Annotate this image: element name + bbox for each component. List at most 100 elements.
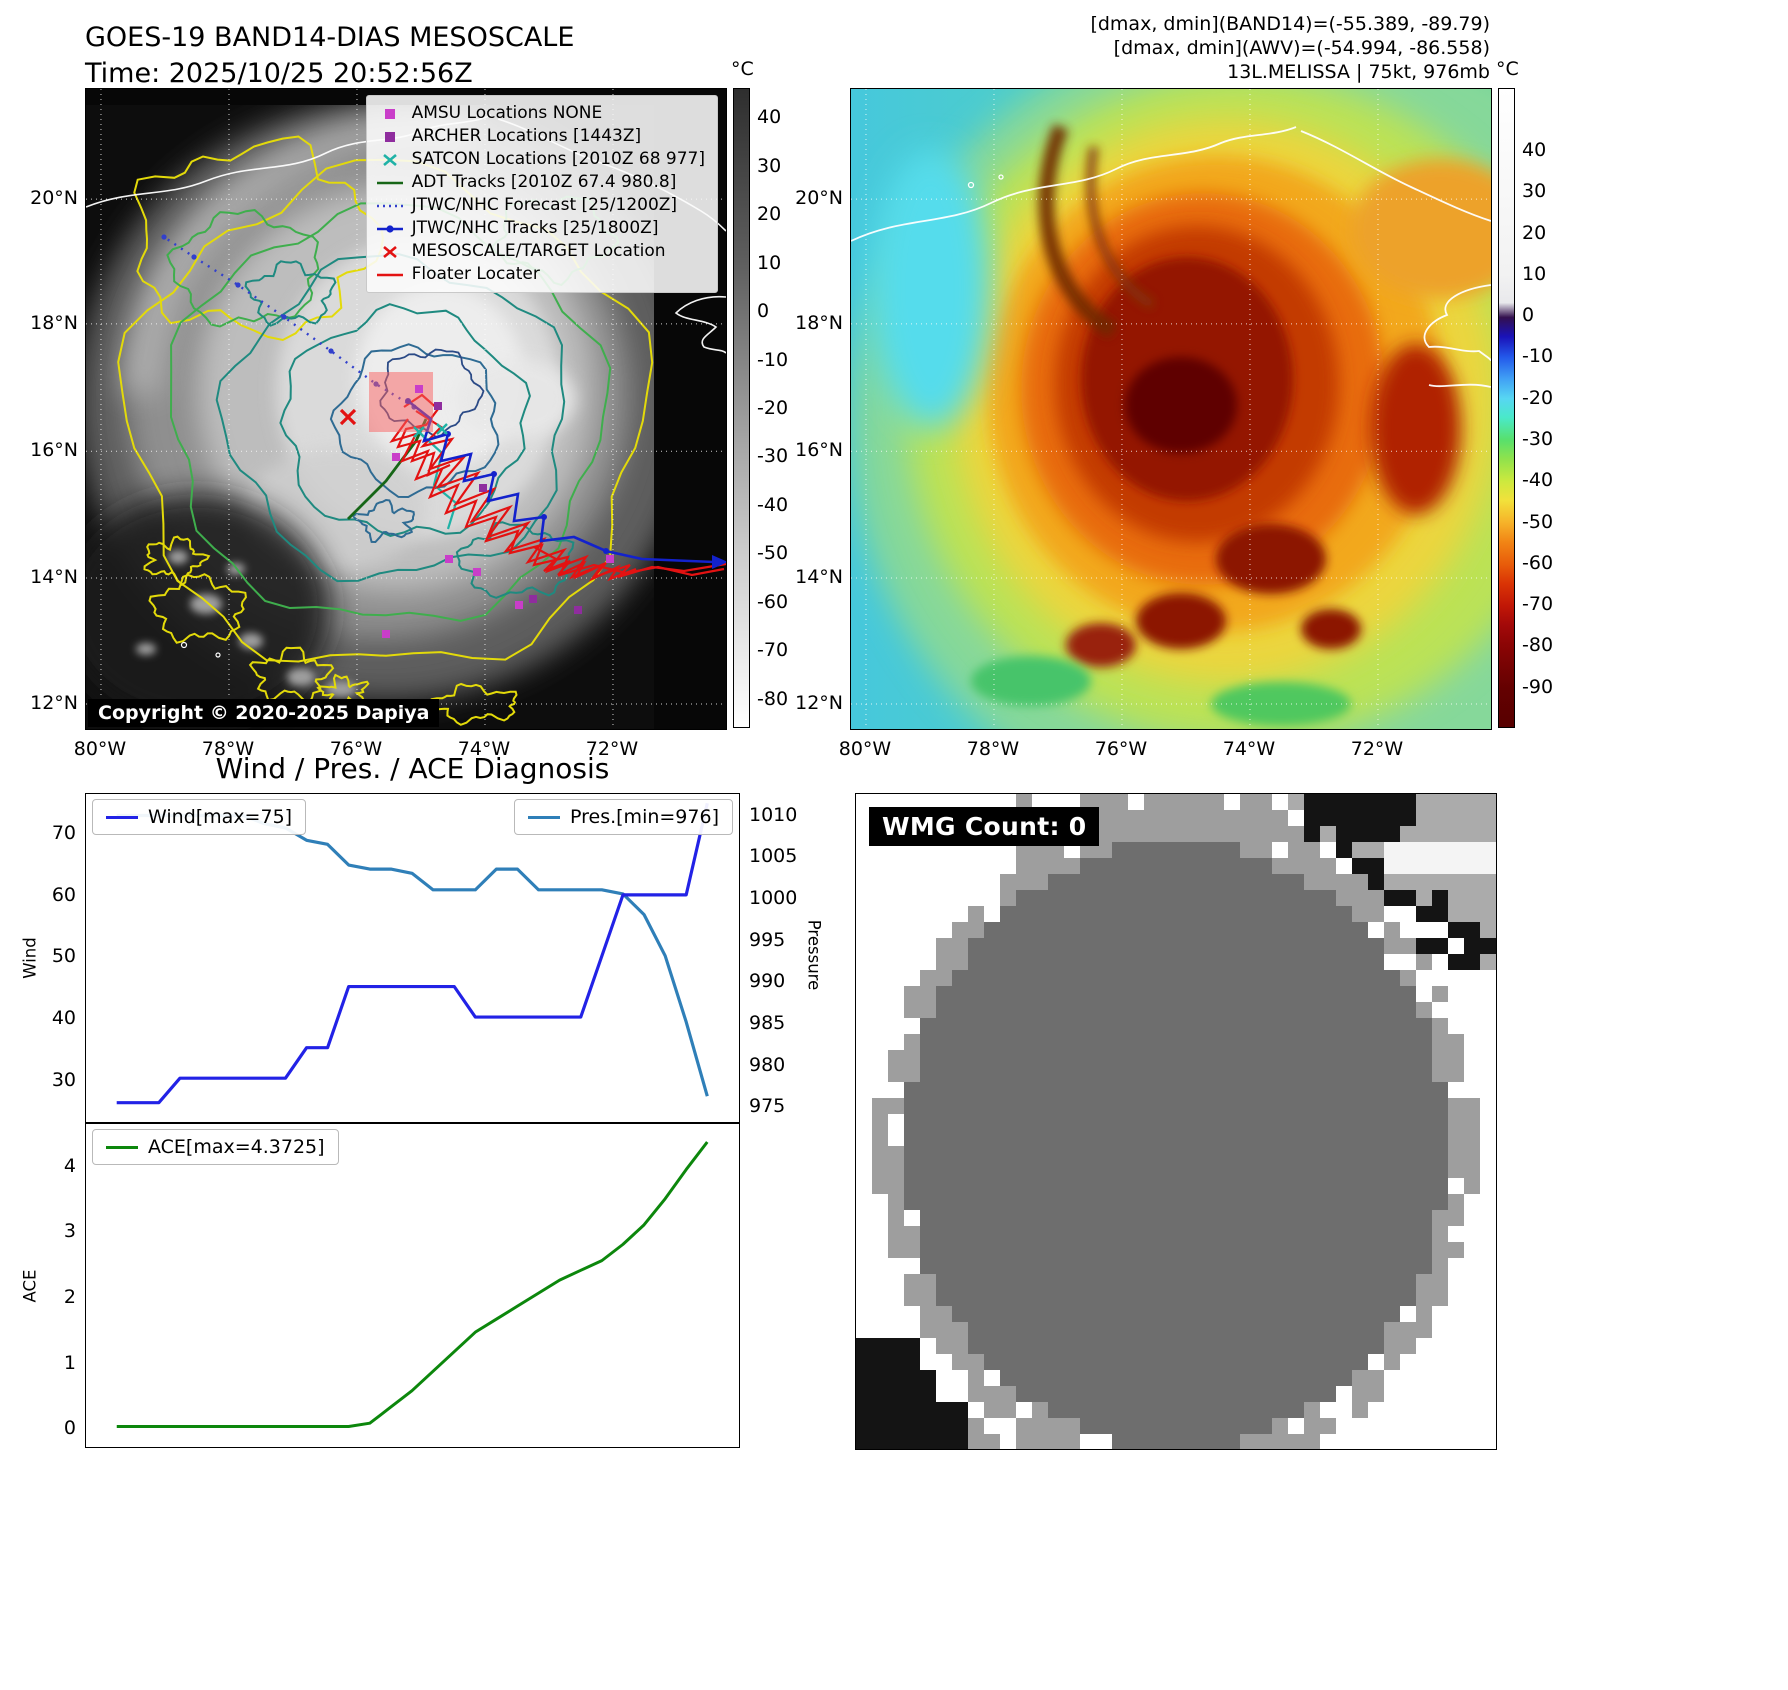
legend-item: JTWC/NHC Forecast [25/1200Z] — [375, 195, 705, 216]
map1-lon-tick-label: 74°W — [457, 738, 511, 760]
legend-item: Floater Locater — [375, 264, 705, 285]
ace-tick-label: 2 — [63, 1285, 76, 1308]
map2-lat-tick-label: 18°N — [795, 311, 843, 334]
wind-line-swatch — [106, 815, 138, 819]
legend-item-label: JTWC/NHC Tracks [25/1800Z] — [411, 218, 659, 238]
map2-lon-tick-label: 74°W — [1222, 738, 1276, 760]
band14-colorbar-tick-label: 20 — [757, 203, 782, 226]
band14-title: GOES-19 BAND14-DIAS MESOSCALE Time: 2025… — [85, 20, 574, 92]
x-marker-icon — [382, 153, 397, 166]
map2-lon-tick-label: 80°W — [838, 738, 892, 760]
awv-colorbar-tick-label: 20 — [1522, 221, 1547, 244]
legend-item-label: JTWC/NHC Forecast [25/1200Z] — [411, 195, 678, 215]
awv-colorbar-tick-label: -20 — [1522, 386, 1554, 409]
ace-tick-label: 4 — [63, 1154, 76, 1177]
legend-item-label: Floater Locater — [411, 264, 540, 284]
wind-tick-label: 70 — [51, 822, 76, 845]
map1-lat-tick-label: 20°N — [30, 187, 78, 210]
band14-colorbar-tick-label: -80 — [757, 687, 789, 710]
band14-colorbar-unit: °C — [731, 58, 754, 80]
wind-tick-label: 30 — [51, 1068, 76, 1091]
band14-colorbar — [733, 88, 750, 728]
square-marker-icon — [384, 131, 395, 142]
band14-colorbar-tick-label: -30 — [757, 445, 789, 468]
awv-header-line1: [dmax, dmin](BAND14)=(-55.389, -89.79) — [1090, 13, 1490, 35]
awv-colorbar — [1498, 88, 1515, 728]
band14-colorbar-gradient — [734, 89, 749, 727]
awv-colorbar-tick-label: -60 — [1522, 551, 1554, 574]
awv-colorbar-tick-label: -90 — [1522, 675, 1554, 698]
awv-colorbar-unit: °C — [1496, 58, 1519, 80]
band14-map-legend: AMSU Locations NONE ARCHER Locations [144… — [365, 95, 718, 293]
wmg-count-badge: WMG Count: 0 — [869, 807, 1100, 846]
ace-plot — [116, 1141, 709, 1428]
pressure-line-swatch — [528, 815, 560, 819]
awv-colorbar-tick-label: -10 — [1522, 345, 1554, 368]
wind-pressure-chart: Wind[max=75] Pres.[min=976] — [85, 793, 740, 1123]
wmg-mask-image — [856, 794, 1496, 1449]
wind-tick-label: 50 — [51, 945, 76, 968]
ace-chart: ACE[max=4.3725] — [85, 1123, 740, 1448]
legend-item-label: AMSU Locations NONE — [411, 103, 603, 123]
wind-pressure-plot — [116, 802, 709, 1105]
map2-lon-tick-label: 78°W — [966, 738, 1020, 760]
wind-legend-label: Wind[max=75] — [148, 806, 293, 828]
band14-colorbar-tick-label: 10 — [757, 251, 782, 274]
wind-tick-label: 40 — [51, 1007, 76, 1030]
awv-colorbar-tick-label: -30 — [1522, 427, 1554, 450]
map1-lat-tick-label: 16°N — [30, 439, 78, 462]
pressure-tick-label: 980 — [749, 1053, 786, 1076]
map2-lat-tick-label: 12°N — [795, 692, 843, 715]
ace-tick-label: 1 — [63, 1351, 76, 1374]
awv-colorbar-tick-label: -40 — [1522, 469, 1554, 492]
awv-colorbar-tick-label: 10 — [1522, 262, 1547, 285]
pressure-legend-label: Pres.[min=976] — [570, 806, 719, 828]
map2-lat-tick-label: 14°N — [795, 565, 843, 588]
line-dot-marker-icon — [376, 224, 403, 233]
legend-item: ARCHER Locations [1443Z] — [375, 126, 705, 147]
band14-title-line1: GOES-19 BAND14-DIAS MESOSCALE — [85, 22, 575, 53]
band14-colorbar-tick-label: -70 — [757, 639, 789, 662]
diagnosis-title: Wind / Pres. / ACE Diagnosis — [215, 752, 610, 785]
legend-item: JTWC/NHC Tracks [25/1800Z] — [375, 218, 705, 239]
awv-colorbar-gradient — [1499, 89, 1514, 727]
awv-colorbar-tick-label: -70 — [1522, 593, 1554, 616]
map2-lon-tick-label: 76°W — [1094, 738, 1148, 760]
band14-colorbar-tick-label: -50 — [757, 542, 789, 565]
map2-lon-tick-label: 72°W — [1350, 738, 1404, 760]
map1-lat-tick-label: 18°N — [30, 311, 78, 334]
legend-item: SATCON Locations [2010Z 68 977] — [375, 149, 705, 170]
map1-lon-tick-label: 76°W — [329, 738, 383, 760]
band14-colorbar-tick-label: -20 — [757, 397, 789, 419]
awv-colorbar-tick-label: -50 — [1522, 510, 1554, 533]
awv-colorbar-tick-label: 30 — [1522, 180, 1547, 203]
band14-colorbar-tick-label: 40 — [757, 106, 782, 129]
map1-lon-tick-label: 72°W — [585, 738, 639, 760]
wmg-panel: WMG Count: 0 — [855, 793, 1497, 1450]
awv-map — [850, 88, 1492, 730]
pressure-axis-label: Pressure — [804, 919, 824, 991]
pressure-tick-label: 1010 — [749, 803, 798, 826]
legend-item-label: SATCON Locations [2010Z 68 977] — [411, 149, 705, 169]
awv-colorbar-tick-label: -80 — [1522, 634, 1554, 657]
square-marker-icon — [384, 108, 395, 119]
legend-item: AMSU Locations NONE — [375, 103, 705, 124]
ace-legend-label: ACE[max=4.3725] — [148, 1136, 325, 1158]
band14-title-line2: Time: 2025/10/25 20:52:56Z — [85, 58, 473, 89]
legend-item-label: ARCHER Locations [1443Z] — [411, 126, 642, 146]
band14-map: AMSU Locations NONE ARCHER Locations [144… — [85, 88, 727, 730]
map2-lat-tick-label: 20°N — [795, 187, 843, 210]
map1-lon-tick-label: 80°W — [73, 738, 127, 760]
pressure-legend: Pres.[min=976] — [514, 799, 733, 835]
band14-colorbar-tick-label: 30 — [757, 154, 782, 177]
awv-colorbar-tick-label: 0 — [1522, 304, 1535, 327]
pressure-tick-label: 990 — [749, 970, 786, 993]
awv-header-line3: 13L.MELISSA | 75kt, 976mb — [1227, 61, 1490, 83]
awv-header: [dmax, dmin](BAND14)=(-55.389, -89.79) [… — [1050, 12, 1490, 84]
wind-tick-label: 60 — [51, 883, 76, 906]
map1-lat-tick-label: 14°N — [30, 565, 78, 588]
ace-line-swatch — [106, 1145, 138, 1149]
map1-lon-tick-label: 78°W — [201, 738, 255, 760]
pressure-tick-label: 1005 — [749, 845, 798, 868]
